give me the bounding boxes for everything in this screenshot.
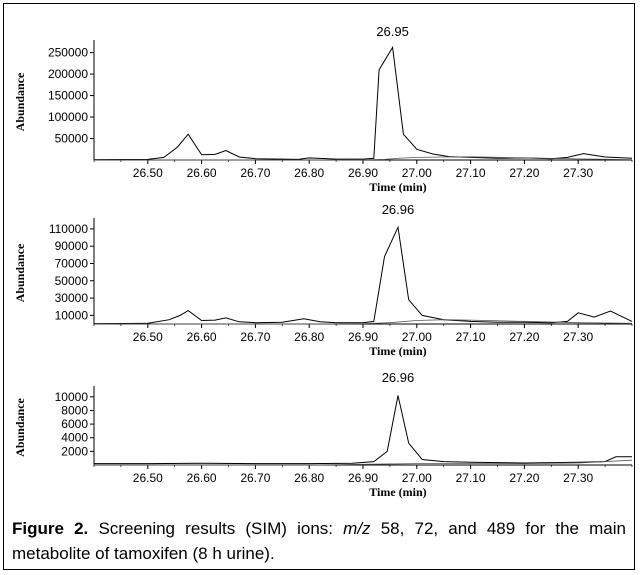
chart2-y-tick-label: 90000 bbox=[55, 239, 89, 253]
chart2-y-tick-label: 10000 bbox=[55, 308, 89, 322]
figure-frame bbox=[3, 3, 635, 570]
chart3-x-axis-title: Time (min) bbox=[369, 485, 426, 499]
chart2-series-2-line bbox=[94, 319, 633, 325]
chart3-y-tick-label: 2000 bbox=[61, 444, 88, 458]
chart3-x-tick-label: 27.30 bbox=[563, 471, 593, 485]
chart2-series-1-line bbox=[93, 225, 633, 325]
chart2-y-axis-title: Abundance bbox=[13, 243, 27, 302]
chart2-x-tick-label: 26.50 bbox=[133, 330, 163, 344]
chart3-y-tick-label: 6000 bbox=[61, 417, 88, 431]
chart3-x-tick-label: 26.50 bbox=[133, 471, 163, 485]
chart2-peak-label: 26.96 bbox=[382, 202, 415, 217]
chart1-x-tick-label: 27.20 bbox=[509, 166, 539, 180]
chart1-series-1-line bbox=[93, 45, 633, 161]
chart1-y-tick-label: 100000 bbox=[48, 110, 88, 124]
chart3-series-2-line bbox=[94, 459, 633, 466]
chart3-x-tick-label: 27.20 bbox=[509, 471, 539, 485]
chart3-x-tick-label: 26.90 bbox=[348, 471, 378, 485]
chart1-x-tick-label: 26.80 bbox=[294, 166, 324, 180]
chart1-y-tick-label: 50000 bbox=[55, 132, 89, 146]
chart3-x-tick-label: 26.60 bbox=[187, 471, 217, 485]
chart2-x-tick-label: 26.70 bbox=[240, 330, 270, 344]
chart2-x-tick-label: 27.10 bbox=[456, 330, 486, 344]
chart1-x-tick-label: 27.10 bbox=[456, 166, 486, 180]
chart1-y-axis-title: Abundance bbox=[13, 72, 27, 131]
chart2-x-tick-label: 26.60 bbox=[187, 330, 217, 344]
chart1-y-tick-label: 250000 bbox=[48, 46, 88, 60]
chart1-x-tick-label: 26.60 bbox=[187, 166, 217, 180]
chart3-series-1-line bbox=[94, 395, 632, 465]
chart3-x-tick-label: 27.00 bbox=[402, 471, 432, 485]
chart2-x-axis-title: Time (min) bbox=[369, 344, 426, 358]
chart2-x-tick-label: 27.30 bbox=[563, 330, 593, 344]
chart1-x-tick-label: 26.90 bbox=[348, 166, 378, 180]
chart2-x-tick-label: 26.90 bbox=[348, 330, 378, 344]
chart1-x-axis-title: Time (min) bbox=[369, 180, 426, 194]
chart1-x-tick-label: 27.00 bbox=[402, 166, 432, 180]
chart1-x-tick-label: 27.30 bbox=[563, 166, 593, 180]
chart2-y-tick-label: 50000 bbox=[55, 274, 89, 288]
chart1-x-tick-label: 26.70 bbox=[240, 166, 270, 180]
chart3-y-tick-label: 4000 bbox=[61, 431, 88, 445]
chart1-x-tick-label: 26.50 bbox=[133, 166, 163, 180]
chart2-x-tick-label: 27.00 bbox=[402, 330, 432, 344]
caption-mz: m/z bbox=[343, 519, 371, 538]
chart3-y-tick-label: 10000 bbox=[55, 390, 89, 404]
chart1-y-tick-label: 150000 bbox=[48, 89, 88, 103]
chart2-y-tick-label: 30000 bbox=[55, 291, 89, 305]
chart1-series-2-line bbox=[94, 156, 633, 161]
caption-text-start: Screening results (SIM) ions: bbox=[88, 519, 344, 538]
figure-caption: Figure 2. Screening results (SIM) ions: … bbox=[12, 516, 626, 566]
chart2-y-tick-label: 70000 bbox=[55, 256, 89, 270]
caption-label: Figure 2. bbox=[12, 519, 89, 538]
chart2-y-tick-label: 110000 bbox=[49, 222, 88, 236]
chart3-y-tick-label: 8000 bbox=[61, 403, 88, 417]
chart2-x-tick-label: 26.80 bbox=[294, 330, 324, 344]
caption-text-end: 58, 72, and 489 for the main metabolite … bbox=[12, 519, 626, 563]
chart3-peak-label: 26.96 bbox=[382, 370, 415, 385]
chart3-y-axis-title: Abundance bbox=[13, 397, 27, 456]
chart3-x-tick-label: 26.70 bbox=[240, 471, 270, 485]
chart1-y-tick-label: 200000 bbox=[48, 67, 88, 81]
chart3-x-tick-label: 26.80 bbox=[294, 471, 324, 485]
chart3-x-tick-label: 27.10 bbox=[456, 471, 486, 485]
chart1-peak-label: 26.95 bbox=[376, 24, 409, 39]
chart2-x-tick-label: 27.20 bbox=[509, 330, 539, 344]
